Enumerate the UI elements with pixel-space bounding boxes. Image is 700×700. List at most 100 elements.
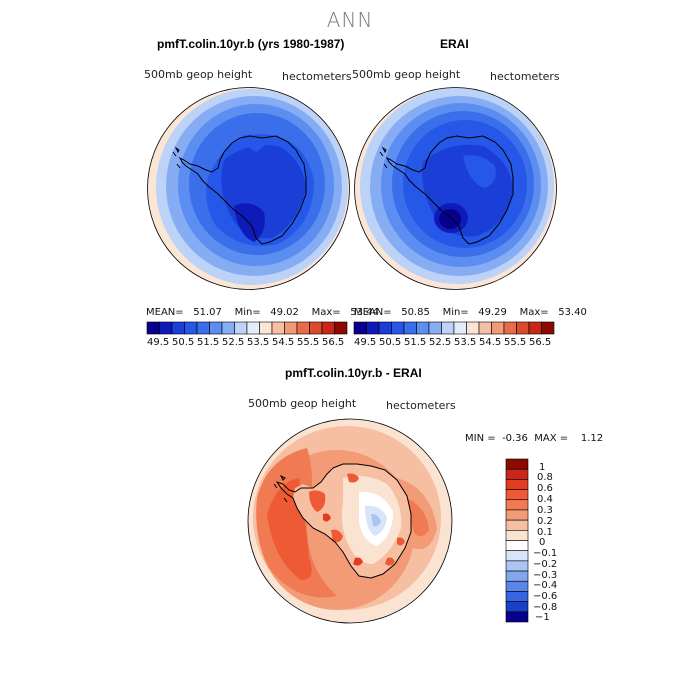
panel-3-tick: 0.6 — [537, 483, 553, 494]
panel-1-colorbar-ticks: 49.5 50.5 51.5 52.5 53.5 54.5 55.5 56.5 — [147, 337, 347, 349]
panel-1-stats: MEAN= 51.07 Min= 49.02 Max= 53.44 — [146, 307, 379, 318]
panel-3-tick: 0.1 — [537, 527, 553, 538]
panel-1-map — [147, 87, 350, 290]
panel-1-colorbar-swatch — [334, 321, 348, 335]
panel-3-tick: −0.3 — [533, 570, 558, 581]
panel-1-colorbar-swatch — [171, 321, 185, 335]
panel-1-max-value: 53.44 — [350, 307, 379, 318]
panel-3-colorbar-swatch — [505, 530, 529, 541]
panel-3-max-label: MAX = — [534, 433, 569, 444]
panel-2-colorbar-swatch — [391, 321, 405, 335]
panel-3-colorbar-swatch — [505, 458, 529, 470]
panel-1-min-value: 49.02 — [270, 307, 299, 318]
panel-2-colorbar-swatch — [528, 321, 542, 335]
panel-3-variable-label: 500mb geop height — [248, 397, 357, 410]
panel-1-tick: 52.5 — [222, 337, 245, 348]
panel-3-colorbar-ticks: 1 0.8 0.6 0.4 0.3 0.2 0.1 0 −0.1 −0.2 −0… — [533, 459, 577, 623]
panel-2-map — [354, 87, 557, 290]
panel-3-colorbar-swatch — [505, 591, 529, 602]
panel-1-colorbar-swatch — [234, 321, 248, 335]
panel-1-colorbar — [146, 321, 348, 335]
panel-2-colorbar-swatch — [541, 321, 555, 335]
panel-3-colorbar-swatch — [505, 489, 529, 501]
panel-3-colorbar-swatch — [505, 611, 529, 623]
panel-2-colorbar-ticks: 49.5 50.5 51.5 52.5 53.5 54.5 55.5 56.5 — [354, 337, 554, 349]
panel-3-colorbar-swatch — [505, 509, 529, 521]
panel-2-colorbar-swatch — [353, 321, 367, 335]
panel-1-colorbar-swatch — [296, 321, 310, 335]
panel-1-tick: 50.5 — [172, 337, 195, 348]
panel-1-mean-label: MEAN= — [146, 307, 184, 318]
panel-3-colorbar-swatch — [505, 550, 529, 562]
panel-3-tick: −0.2 — [533, 559, 558, 570]
panel-2-mean-label: MEAN= — [354, 307, 392, 318]
panel-3-colorbar-swatch — [505, 499, 529, 511]
panel-3-colorbar — [505, 458, 529, 623]
panel-1-colorbar-swatch — [284, 321, 298, 335]
panel-1-colorbar-swatch — [146, 321, 160, 335]
panel-2-tick: 53.5 — [454, 337, 477, 348]
panel-2-colorbar — [353, 321, 555, 335]
panel-2-colorbar-swatch — [466, 321, 480, 335]
panel-3-tick: 0 — [539, 537, 546, 548]
panel-2-colorbar-swatch — [378, 321, 392, 335]
panel-3-stats: MIN = -0.36 MAX = 1.12 — [465, 433, 603, 444]
panel-2-max-label: Max= — [519, 307, 549, 318]
panel-1-colorbar-swatch — [246, 321, 260, 335]
panel-1-colorbar-swatch — [259, 321, 273, 335]
panel-3-tick: 0.2 — [537, 516, 553, 527]
panel-3-max-value: 1.12 — [580, 433, 604, 444]
panel-1-min-label: Min= — [234, 307, 261, 318]
panel-2-tick: 55.5 — [504, 337, 527, 348]
panel-3-min-value: -0.36 — [501, 433, 528, 444]
panel-3-title: pmfT.colin.10yr.b - ERAI — [285, 366, 422, 380]
panel-3-colorbar-swatch — [505, 601, 529, 613]
panel-1-tick: 55.5 — [297, 337, 320, 348]
panel-3-tick: 0.8 — [537, 472, 553, 483]
panel-1-units-label: hectometers — [282, 70, 352, 83]
panel-3-tick: −0.6 — [533, 591, 558, 602]
panel-2-colorbar-swatch — [416, 321, 430, 335]
panel-2-tick: 52.5 — [429, 337, 452, 348]
panel-1-tick: 49.5 — [147, 337, 170, 348]
panel-3-tick: −1 — [535, 612, 550, 623]
panel-1-tick: 54.5 — [272, 337, 295, 348]
panel-2-colorbar-swatch — [366, 321, 380, 335]
panel-2-max-value: 53.40 — [558, 307, 587, 318]
panel-2-min-label: Min= — [442, 307, 469, 318]
panel-2-colorbar-swatch — [441, 321, 455, 335]
panel-2-colorbar-swatch — [403, 321, 417, 335]
panel-2-tick: 56.5 — [529, 337, 552, 348]
panel-3-colorbar-swatch — [505, 468, 529, 480]
panel-3-tick: 0.4 — [537, 494, 553, 505]
page-title: ANN — [326, 8, 374, 32]
panel-1-variable-label: 500mb geop height — [144, 68, 253, 81]
panel-1-title: pmfT.colin.10yr.b (yrs 1980-1987) — [157, 37, 345, 51]
panel-2-tick: 49.5 — [354, 337, 377, 348]
panel-2-colorbar-swatch — [491, 321, 505, 335]
panel-2-colorbar-swatch — [428, 321, 442, 335]
panel-3-colorbar-swatch — [505, 580, 529, 592]
panel-1-tick: 53.5 — [247, 337, 270, 348]
panel-1-colorbar-swatch — [271, 321, 285, 335]
panel-1-colorbar-swatch — [209, 321, 223, 335]
panel-3-colorbar-swatch — [505, 540, 529, 551]
panel-2-min-value: 49.29 — [478, 307, 507, 318]
panel-3-colorbar-swatch — [505, 519, 529, 531]
panel-3-tick: 0.3 — [537, 505, 553, 516]
panel-1-mean-value: 51.07 — [193, 307, 222, 318]
panel-3-tick: −0.4 — [533, 580, 558, 591]
panel-2-colorbar-swatch — [478, 321, 492, 335]
panel-2-colorbar-swatch — [503, 321, 517, 335]
panel-2-tick: 51.5 — [404, 337, 427, 348]
panel-3-units-label: hectometers — [386, 399, 456, 412]
panel-1-colorbar-swatch — [221, 321, 235, 335]
panel-2-title: ERAI — [440, 37, 469, 51]
panel-2-tick: 54.5 — [479, 337, 502, 348]
panel-3-colorbar-swatch — [505, 479, 529, 490]
panel-2-stats: MEAN= 50.85 Min= 49.29 Max= 53.40 — [354, 307, 587, 318]
panel-1-colorbar-swatch — [184, 321, 198, 335]
panel-3-min-label: MIN = — [465, 433, 496, 444]
panel-2-colorbar-swatch — [453, 321, 467, 335]
panel-3-tick: −0.1 — [533, 548, 558, 559]
